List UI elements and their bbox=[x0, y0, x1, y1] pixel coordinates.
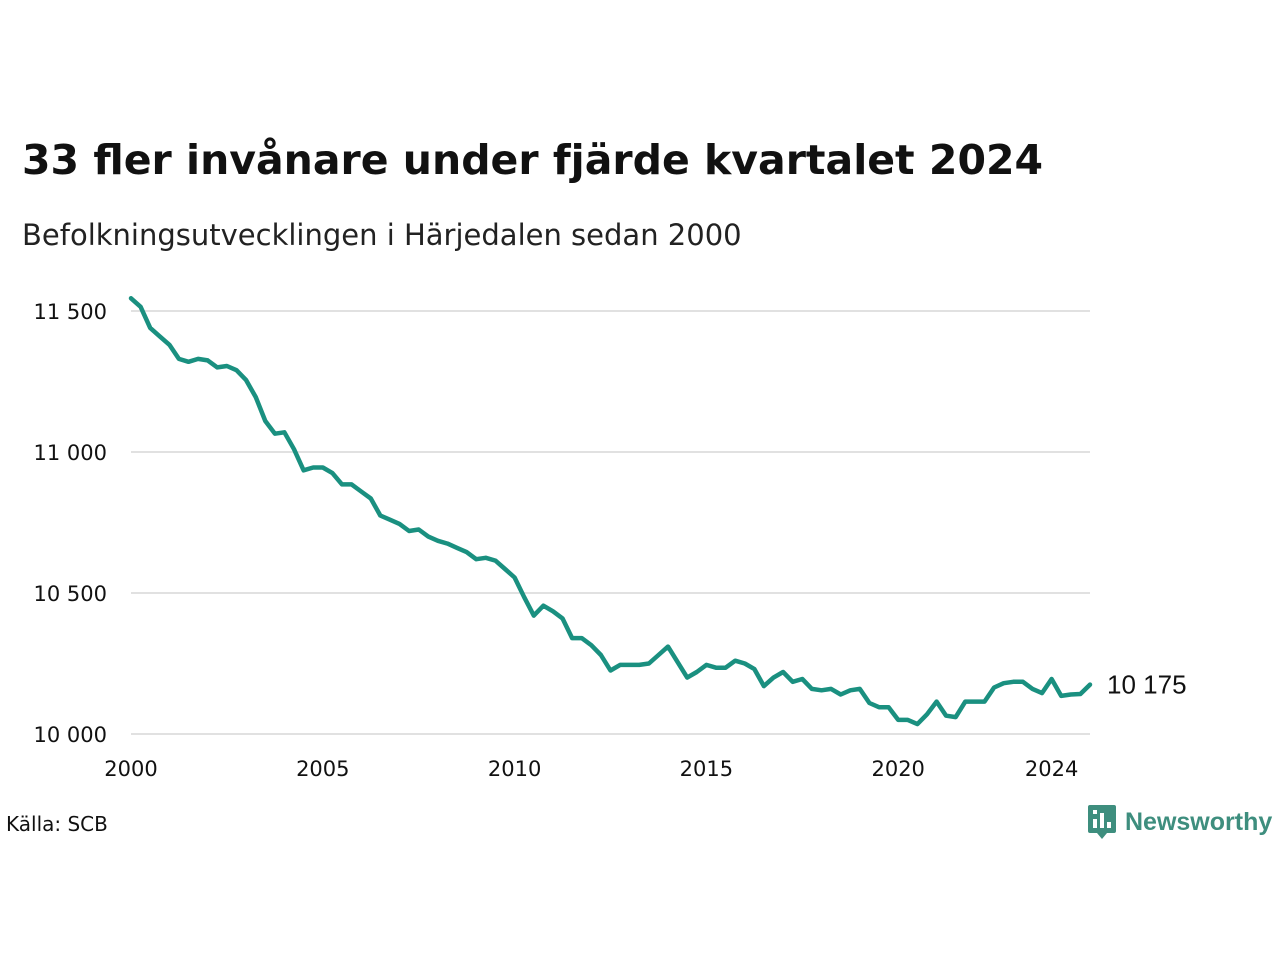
gridlines bbox=[131, 310, 1090, 735]
series-line bbox=[128, 296, 1093, 727]
chart-subtitle: Befolkningsutvecklingen i Härjedalen sed… bbox=[22, 218, 742, 252]
y-tick-label: 10 000 bbox=[34, 723, 107, 747]
x-tick-label: 2005 bbox=[296, 757, 349, 781]
y-tick-label: 11 000 bbox=[34, 441, 107, 465]
y-tick-label: 10 500 bbox=[34, 582, 107, 606]
x-tick-label: 2020 bbox=[871, 757, 924, 781]
end-label-layer: 10 175 bbox=[1107, 670, 1187, 700]
x-axis-tick-labels: 2000 2005 2010 2015 2020 2024 bbox=[104, 757, 1078, 781]
y-axis-tick-labels: 10 000 10 500 11 000 11 500 bbox=[34, 300, 107, 747]
x-tick-label: 2024 bbox=[1025, 757, 1078, 781]
series-layer bbox=[128, 296, 1093, 727]
source-note: Källa: SCB bbox=[6, 812, 108, 836]
chart-title: 33 fler invånare under fjärde kvartalet … bbox=[22, 136, 1044, 184]
x-tick-label: 2010 bbox=[488, 757, 541, 781]
newsworthy-brand[interactable]: Newsworthy bbox=[1087, 802, 1272, 842]
newsworthy-logo-icon bbox=[1088, 805, 1116, 839]
x-tick-label: 2000 bbox=[104, 757, 157, 781]
brand-name: Newsworthy bbox=[1125, 807, 1273, 836]
y-tick-label: 11 500 bbox=[34, 300, 107, 324]
x-tick-label: 2015 bbox=[680, 757, 733, 781]
end-value-label: 10 175 bbox=[1107, 670, 1187, 700]
